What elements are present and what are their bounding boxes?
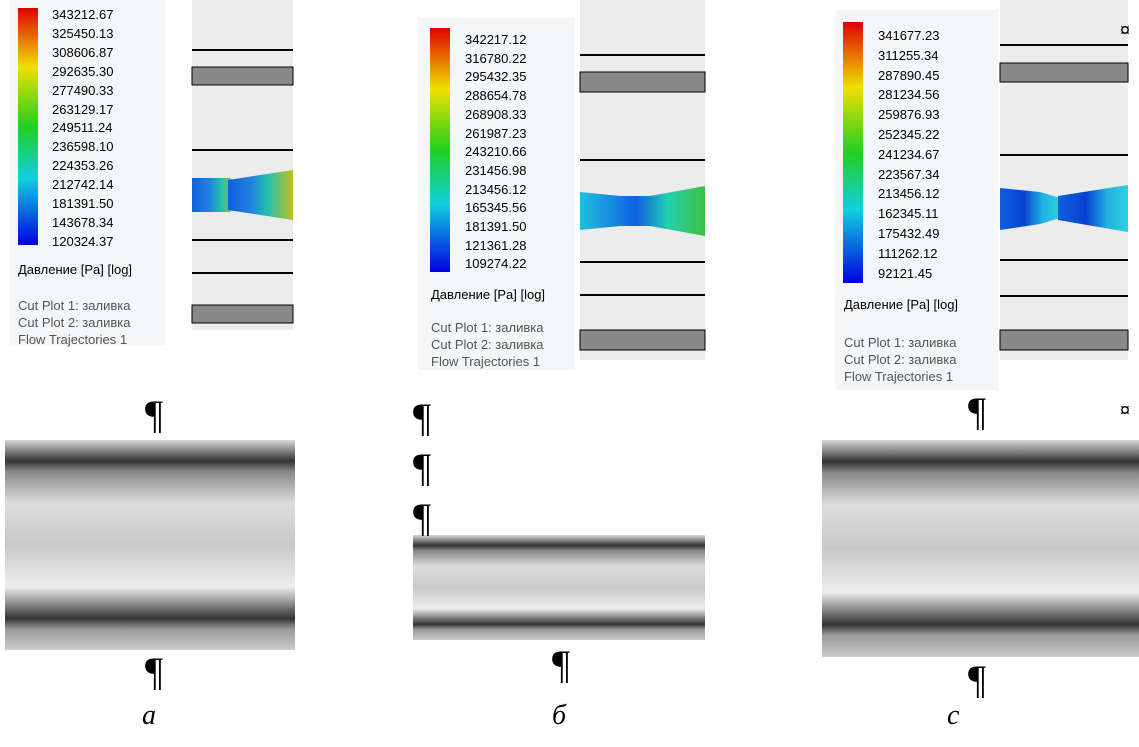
plot-label: Cut Plot 1: заливка	[431, 319, 543, 336]
legend-value: 121361.28	[465, 239, 526, 253]
legend-value: 342217.12	[465, 33, 526, 47]
pilcrow: ¶	[968, 392, 986, 432]
legend-title: Давление [Pa] [log]	[844, 297, 958, 312]
legend-value: 263129.17	[52, 103, 113, 117]
legend-value: 231456.98	[465, 164, 526, 178]
plot-label: Cut Plot 1: заливка	[844, 334, 956, 351]
legend-value: 287890.45	[878, 69, 939, 83]
legend-value: 261987.23	[465, 127, 526, 141]
legend-value: 175432.49	[878, 227, 939, 241]
legend-value: 165345.56	[465, 201, 526, 215]
legend-value: 236598.10	[52, 140, 113, 154]
plot-label: Flow Trajectories 1	[844, 368, 953, 385]
legend-value: 223567.34	[878, 168, 939, 182]
legend-value: 212742.14	[52, 178, 113, 192]
end-marker: ¤	[1120, 20, 1130, 41]
legend-value: 325450.13	[52, 27, 113, 41]
plot-label: Cut Plot 2: заливка	[18, 314, 130, 331]
legend-title: Давление [Pa] [log]	[18, 262, 132, 277]
caption: c	[947, 700, 959, 732]
plot-label: Flow Trajectories 1	[18, 331, 127, 348]
pilcrow: ¶	[413, 398, 431, 438]
figure-art	[0, 0, 1139, 747]
legend-value: 111262.12	[878, 247, 938, 261]
legend-value: 120324.37	[52, 235, 113, 249]
legend-value: 277490.33	[52, 84, 113, 98]
legend-value: 213456.12	[878, 187, 939, 201]
plot-label: Cut Plot 1: заливка	[18, 297, 130, 314]
pilcrow: ¶	[145, 395, 163, 435]
legend-value: 181391.50	[465, 220, 526, 234]
plot-label: Flow Trajectories 1	[431, 353, 540, 370]
pilcrow: ¶	[145, 652, 163, 692]
pilcrow: ¶	[552, 645, 570, 685]
legend-value: 295432.35	[465, 70, 526, 84]
end-marker: ¤	[1120, 400, 1130, 421]
legend-value: 109274.22	[465, 257, 526, 271]
caption: a	[142, 700, 156, 732]
legend-value: 181391.50	[52, 197, 113, 211]
pilcrow: ¶	[413, 498, 431, 538]
legend-title: Давление [Pa] [log]	[431, 287, 545, 302]
legend-value: 281234.56	[878, 88, 939, 102]
legend-value: 213456.12	[465, 183, 526, 197]
pilcrow: ¶	[413, 448, 431, 488]
caption: б	[552, 700, 566, 732]
legend-value: 162345.11	[878, 207, 939, 221]
legend-value: 143678.34	[52, 216, 113, 230]
legend-value: 308606.87	[52, 46, 113, 60]
legend-value: 249511.24	[52, 121, 113, 135]
page: (() => { const data = JSON.parse(documen…	[0, 0, 1139, 747]
legend-value: 341677.23	[878, 29, 939, 43]
legend-value: 259876.93	[878, 108, 939, 122]
legend-value: 288654.78	[465, 89, 526, 103]
legend-value: 224353.26	[52, 159, 113, 173]
legend-value: 311255.34	[878, 49, 939, 63]
legend-value: 268908.33	[465, 108, 526, 122]
legend-value: 241234.67	[878, 148, 939, 162]
legend-value: 243210.66	[465, 145, 526, 159]
pilcrow: ¶	[968, 660, 986, 700]
legend-value: 252345.22	[878, 128, 939, 142]
legend-value: 292635.30	[52, 65, 113, 79]
legend-value: 92121.45	[878, 267, 932, 281]
legend-value: 343212.67	[52, 8, 113, 22]
legend-value: 316780.22	[465, 52, 526, 66]
plot-label: Cut Plot 2: заливка	[431, 336, 543, 353]
plot-label: Cut Plot 2: заливка	[844, 351, 956, 368]
